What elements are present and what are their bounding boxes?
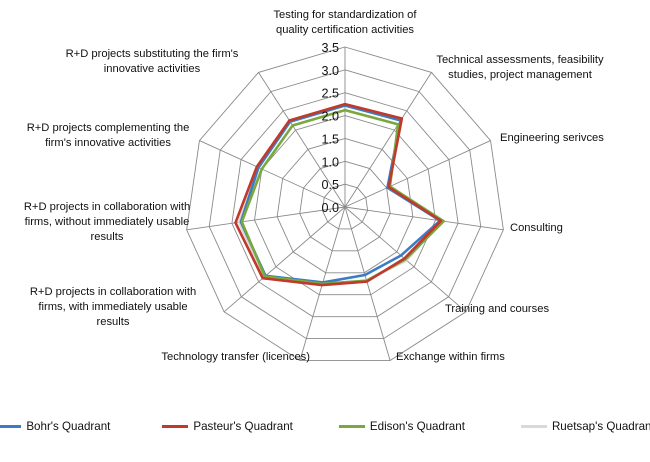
radar-series-layer (234, 102, 445, 287)
axis-label-2: Engineering serivces (500, 132, 604, 144)
axis-label-line: firms, with immediately usable (38, 301, 187, 313)
legend-label: Edison's Quadrant (369, 420, 465, 433)
radial-tick-label: 3.5 (321, 41, 339, 55)
axis-label-6: Technology transfer (licences) (161, 351, 310, 363)
axis-label-line: R+D projects substituting the firm's (66, 48, 239, 60)
legend-label: Bohr's Quadrant (26, 420, 111, 433)
axis-spoke (344, 72, 432, 208)
axis-label-3: Consulting (510, 222, 563, 234)
axis-label-line: Training and courses (445, 303, 549, 315)
axis-spoke (258, 72, 346, 208)
axis-label-line: innovative activities (104, 63, 201, 75)
radial-tick-label: 1.0 (321, 155, 339, 169)
grid-ring (208, 69, 482, 340)
grid-ring (321, 183, 369, 230)
series-line-pasteur-s-quadrant (234, 102, 443, 287)
radial-tick-label: 2.0 (321, 110, 339, 124)
grid-ring (186, 46, 504, 361)
radial-tick-label: 0.0 (321, 201, 339, 215)
legend-item-ruetsap-s-quadrant[interactable]: Ruetsap's Quadrant (520, 420, 650, 433)
grid-ring (276, 137, 414, 274)
axis-spoke (223, 206, 346, 313)
series-line-ruetsap-s-quadrant (237, 104, 444, 286)
radial-tick-label: 1.5 (321, 132, 339, 146)
axis-label-10: R+D projects substituting the firm's inno… (66, 48, 239, 75)
legend-color-swatch (520, 424, 547, 429)
legend-label: Ruetsap's Quadrant (551, 420, 650, 433)
axis-label-1: Technical assessments, feasibility studie… (436, 54, 604, 81)
axis-label-line: R+D projects in collaboration with (24, 201, 190, 213)
radar-gridlines (186, 46, 504, 361)
radial-axis-ticks: 0.0 0.5 1.0 1.5 2.0 2.5 3.0 3.5 (321, 41, 339, 215)
axis-label-line: results (91, 231, 124, 243)
axis-label-line: quality certification activities (276, 24, 414, 36)
axis-label-line: firms, without immediately usable (25, 216, 190, 228)
legend-color-swatch (162, 424, 189, 429)
axis-label-4: Training and courses (445, 303, 549, 315)
legend-item-edison-s-quadrant[interactable]: Edison's Quadrant (338, 420, 465, 433)
axis-label-line: Engineering serivces (500, 132, 604, 144)
axis-label-line: results (97, 316, 130, 328)
grid-ring (299, 160, 391, 252)
radial-tick-label: 0.5 (321, 178, 339, 192)
legend-color-swatch (0, 424, 22, 429)
axis-label-line: Technical assessments, feasibility (436, 54, 604, 66)
legend-item-pasteur-s-quadrant[interactable]: Pasteur's Quadrant (162, 420, 293, 433)
radial-tick-label: 2.5 (321, 87, 339, 101)
axis-label-line: firm's innovative activities (45, 137, 171, 149)
axis-spoke (199, 140, 346, 208)
axis-label-line: Consulting (510, 222, 563, 234)
grid-ring (231, 92, 459, 318)
axis-label-7: R+D projects in collaboration with firms,… (30, 286, 196, 328)
axis-label-9: R+D projects complementing the firm's inn… (27, 122, 190, 149)
legend-label: Pasteur's Quadrant (193, 420, 293, 433)
axis-label-line: Testing for standardization of (273, 9, 417, 21)
radial-tick-label: 3.0 (321, 64, 339, 78)
axis-spoke (344, 206, 504, 231)
axis-label-0: Testing for standardization of quality ce… (273, 9, 417, 36)
axis-label-line: Technology transfer (licences) (161, 351, 310, 363)
axis-label-line: Exchange within firms (396, 351, 505, 363)
legend-item-bohr-s-quadrant[interactable]: Bohr's Quadrant (0, 420, 110, 433)
axis-spoke (186, 206, 346, 231)
legend-color-swatch (338, 424, 365, 429)
axis-spoke (344, 206, 391, 361)
axis-label-line: R+D projects in collaboration with (30, 286, 196, 298)
axis-label-8: R+D projects in collaboration with firms,… (24, 201, 190, 243)
axis-label-5: Exchange within firms (396, 351, 505, 363)
radar-axis-labels: Testing for standardization of quality ce… (24, 9, 604, 363)
axis-label-line: studies, project management (448, 69, 593, 81)
chart-legend: Bohr's Quadrant Pasteur's Quadrant Edison'… (0, 420, 650, 462)
axis-spoke (344, 140, 491, 208)
axis-label-line: R+D projects complementing the (27, 122, 190, 134)
